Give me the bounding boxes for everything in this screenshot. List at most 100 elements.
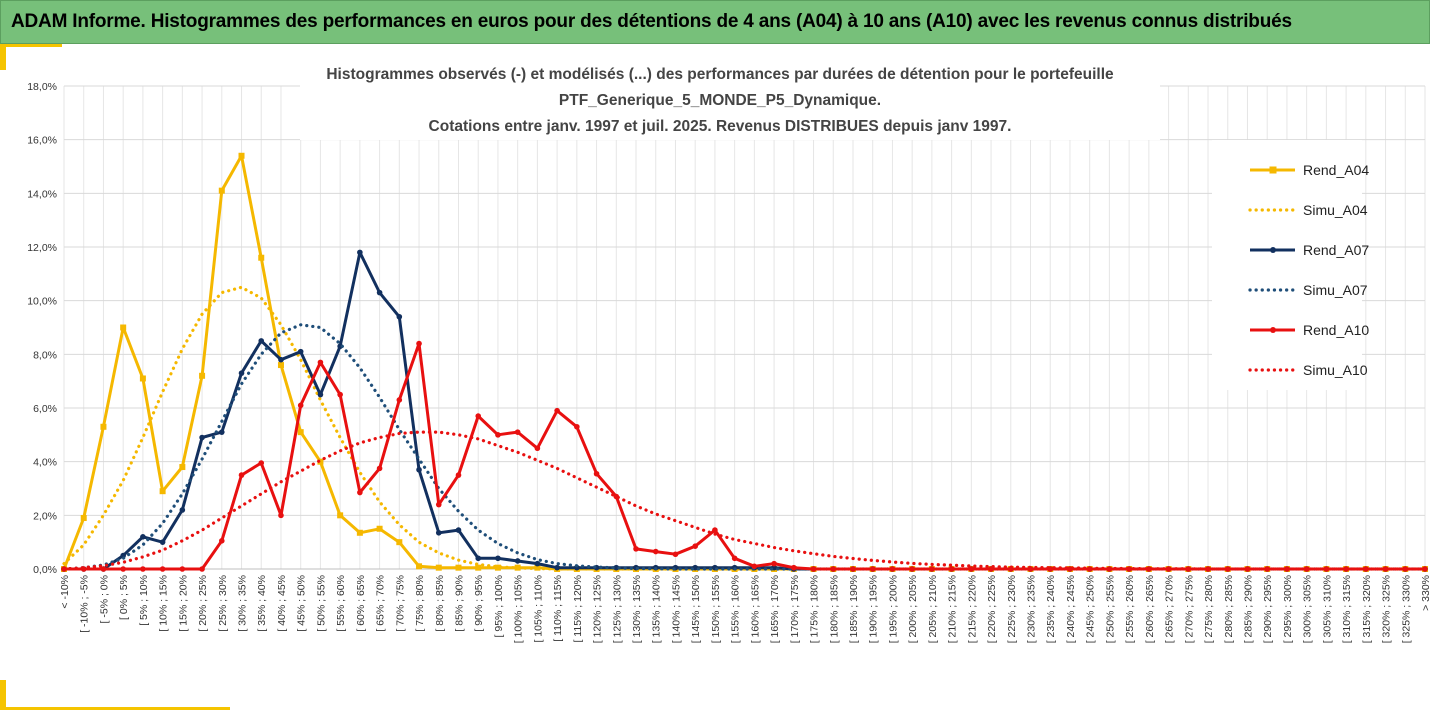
x-tick-label: [ 135% ; 140% [651,575,663,643]
data-point [475,413,482,419]
data-point [238,472,245,478]
data-point [514,558,521,564]
x-tick-label: [ 65% ; 70% [375,575,387,632]
x-tick-label: [ 325% ; 330% [1400,575,1412,643]
chart-title-background [300,60,1160,140]
x-tick-label: [ 230% ; 235% [1026,575,1038,643]
data-point [238,370,245,376]
x-tick-label: [ 160% ; 165% [749,575,761,643]
legend-marker [1269,166,1277,174]
data-point [396,397,403,403]
data-point [258,254,265,261]
data-point [179,566,186,572]
x-tick-label: [ -5% ; 0% [98,575,110,623]
x-tick-label: [ 250% ; 255% [1104,575,1116,643]
data-point [613,564,620,571]
x-tick-label: [ 225% ; 230% [1006,575,1018,643]
data-point [929,566,935,572]
data-point [672,551,679,558]
data-point [179,464,186,471]
data-point [357,489,363,496]
data-point [278,512,284,519]
x-tick-label: [ 180% ; 185% [828,575,840,643]
x-tick-label: [ 145% ; 150% [690,575,702,643]
data-point [297,429,304,436]
x-tick-label: [ 310% ; 315% [1341,575,1353,643]
x-tick-label: [ 280% ; 285% [1223,575,1235,643]
y-tick-label: 0,0% [33,564,57,576]
header-banner: ADAM Informe. Histogrammes des performan… [0,0,1430,44]
data-point [179,507,186,513]
x-tick-label: [ 25% ; 30% [217,575,229,632]
x-tick-label: [ 255% ; 260% [1124,575,1136,643]
x-tick-label: [ 10% ; 15% [158,575,170,632]
series-line [64,342,1425,571]
series-rend-a10 [61,340,1428,572]
data-point [100,423,107,430]
data-point [199,434,205,441]
x-tick-label: [ 150% ; 155% [710,575,722,643]
data-point [337,391,343,398]
data-point [948,566,955,572]
data-point [277,362,284,369]
x-axis: < -10% [ -10% ; -5% [ -5% ; 0% [ 0% ; 5% [ 5… [59,568,1432,643]
y-axis: 0,0% 2,0% 4,0% 6,0% 8,0% 10,0% 12,0% 14,0% 16,0%… [27,81,57,576]
x-tick-label: [ 105% ; 110% [532,575,544,643]
data-point [494,564,501,571]
data-point [258,460,265,466]
x-tick-label: [ 315% ; 320% [1361,575,1373,643]
page-title: ADAM Informe. Histogrammes des performan… [11,11,1292,32]
data-point [297,348,304,355]
legend-item: Rend_A07 [1250,242,1369,258]
x-tick-label: [ 120% ; 125% [592,575,604,643]
data-point [435,501,442,508]
data-point [218,429,225,435]
x-tick-label: [ 85% ; 90% [453,575,465,632]
x-tick-label: [ 80% ; 85% [434,575,446,632]
data-point [317,359,324,366]
x-tick-label: [ 30% ; 35% [237,575,249,632]
series-line [62,430,1427,571]
series-simu-a10 [62,430,1427,571]
data-point [830,566,837,572]
data-point [258,338,265,344]
x-tick-label: [ 185% ; 190% [848,575,860,643]
data-point [771,560,777,567]
x-tick-label: [ 245% ; 250% [1085,575,1097,643]
y-tick-label: 8,0% [33,349,57,361]
legend-item: Rend_A04 [1250,162,1369,178]
x-tick-label: [ 275% ; 280% [1203,575,1215,643]
x-tick-label: [ 235% ; 240% [1045,575,1057,643]
y-tick-label: 4,0% [33,457,57,469]
x-tick-label: [ 210% ; 215% [947,575,959,643]
series-layer [61,152,1428,572]
data-point [416,340,422,347]
data-point [554,407,560,414]
x-tick-label: [ 20% ; 25% [197,575,209,632]
chart-title: Histogrammes observés (-) et modélisés (… [326,66,1114,135]
data-point [297,402,304,409]
data-point [534,560,541,567]
y-tick-label: 10,0% [27,296,57,308]
data-point [455,472,462,478]
data-point [435,564,442,571]
x-tick-label: [ 40% ; 45% [276,575,288,632]
x-tick-label: > 330% [1420,575,1432,611]
x-tick-label: [ 100% ; 105% [513,575,525,643]
y-tick-label: 12,0% [27,242,57,254]
x-tick-label: [ 170% ; 175% [789,575,801,643]
chart-title-line: Cotations entre janv. 1997 et juil. 2025… [429,118,1012,135]
x-tick-label: [ 15% ; 20% [177,575,189,632]
data-point [376,465,383,472]
x-tick-label: [ 115% ; 120% [572,575,584,643]
data-point [1402,566,1409,572]
x-tick-label: [ 110% ; 115% [552,575,564,642]
data-point [416,563,423,570]
chart-title-line: Histogrammes observés (-) et modélisés (… [326,66,1114,83]
x-tick-label: [ 215% ; 220% [966,575,978,643]
x-tick-label: [ 130% ; 135% [631,575,643,643]
data-point [376,525,383,532]
data-point [120,324,127,331]
data-point [495,432,501,438]
